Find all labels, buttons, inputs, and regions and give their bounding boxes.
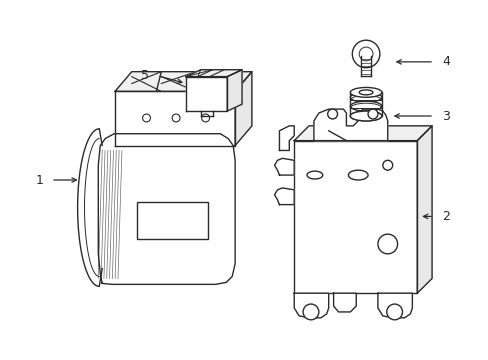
Polygon shape — [349, 93, 381, 116]
Ellipse shape — [306, 171, 322, 179]
Polygon shape — [185, 70, 242, 77]
Circle shape — [377, 234, 397, 254]
Ellipse shape — [349, 101, 381, 111]
Polygon shape — [313, 109, 387, 141]
Text: 3: 3 — [441, 109, 449, 122]
Circle shape — [382, 160, 392, 170]
Circle shape — [327, 109, 337, 119]
Text: 4: 4 — [441, 55, 449, 68]
Polygon shape — [185, 77, 227, 111]
Polygon shape — [78, 129, 99, 286]
Polygon shape — [115, 72, 251, 91]
Polygon shape — [294, 293, 328, 318]
Polygon shape — [361, 54, 370, 76]
Circle shape — [172, 114, 180, 122]
Circle shape — [367, 109, 377, 119]
Ellipse shape — [347, 170, 367, 180]
Ellipse shape — [349, 111, 381, 121]
Circle shape — [303, 304, 318, 320]
Polygon shape — [377, 293, 411, 318]
Polygon shape — [333, 293, 356, 312]
Circle shape — [142, 114, 150, 122]
Polygon shape — [98, 134, 235, 284]
Bar — [137, 202, 207, 239]
Text: 1: 1 — [35, 174, 43, 186]
Ellipse shape — [349, 87, 381, 97]
Polygon shape — [227, 70, 242, 111]
Polygon shape — [294, 141, 416, 293]
Text: 2: 2 — [441, 210, 449, 223]
Ellipse shape — [349, 93, 381, 102]
Ellipse shape — [359, 90, 372, 95]
Polygon shape — [115, 91, 235, 145]
Circle shape — [351, 40, 379, 68]
Circle shape — [386, 304, 402, 320]
Circle shape — [359, 47, 372, 61]
Polygon shape — [235, 72, 251, 145]
Polygon shape — [274, 158, 294, 175]
Polygon shape — [274, 188, 294, 204]
Polygon shape — [279, 126, 294, 150]
Text: 5: 5 — [141, 69, 149, 82]
Polygon shape — [294, 126, 431, 141]
Circle shape — [201, 114, 209, 122]
Ellipse shape — [349, 111, 381, 121]
Polygon shape — [416, 126, 431, 293]
